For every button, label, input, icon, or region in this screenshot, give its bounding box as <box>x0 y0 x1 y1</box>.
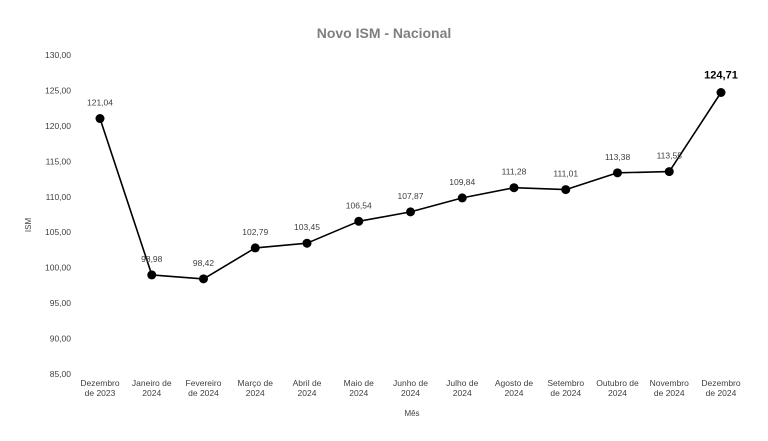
y-tick-label: 120,00 <box>45 121 71 131</box>
data-label: 98,42 <box>193 258 215 268</box>
data-label: 107,87 <box>398 191 424 201</box>
data-point <box>716 88 726 98</box>
data-point <box>250 243 260 253</box>
y-tick-label: 100,00 <box>45 263 71 273</box>
series-line <box>99 92 722 280</box>
x-tick-label: Dezembro de 2023 <box>80 378 119 398</box>
data-point <box>95 114 105 124</box>
data-label: 102,79 <box>242 227 268 237</box>
y-tick-label: 85,00 <box>50 369 72 379</box>
y-axis-ticks: 85,00 90,00 95,00 100,00 105,00 110,00 115,00 1… <box>45 50 71 379</box>
data-label: 98,98 <box>141 254 163 264</box>
data-point <box>199 274 208 284</box>
data-point <box>406 207 415 217</box>
x-tick-label: Novembro de 2024 <box>650 378 689 398</box>
data-label: 121,04 <box>87 98 113 108</box>
data-points <box>95 88 726 284</box>
data-point <box>354 216 364 226</box>
x-axis-ticks: Dezembro de 2023 Janeiro de 2024 Fevereiro de… <box>80 378 740 398</box>
x-tick-label: Outubro de 2024 <box>596 378 639 398</box>
data-point <box>509 183 519 193</box>
y-axis-title: ISM <box>24 218 33 233</box>
x-tick-label: Setembro de 2024 <box>547 378 584 398</box>
x-axis-title: Mês <box>404 409 419 418</box>
chart-title: Novo ISM - Nacional <box>317 25 452 41</box>
y-tick-label: 90,00 <box>50 334 72 344</box>
y-tick-label: 125,00 <box>45 85 71 95</box>
data-label: 109,84 <box>449 177 475 187</box>
y-tick-label: 115,00 <box>46 156 72 166</box>
data-label: 111,28 <box>502 167 527 177</box>
x-tick-label: Janeiro de 2024 <box>132 378 172 398</box>
data-point <box>613 168 622 178</box>
data-label: 113,55 <box>657 151 683 161</box>
data-label: 113,38 <box>605 152 631 162</box>
x-tick-label: Junho de 2024 <box>393 378 428 398</box>
data-label: 111,01 <box>553 169 578 179</box>
data-point <box>457 193 467 203</box>
x-tick-label: Março de 2024 <box>238 378 274 398</box>
y-tick-label: 95,00 <box>50 298 72 308</box>
x-tick-label: Fevereiro de 2024 <box>186 378 222 398</box>
y-tick-label: 105,00 <box>45 227 71 237</box>
data-label: 103,45 <box>294 222 320 232</box>
y-tick-label: 110,00 <box>46 192 72 202</box>
data-label: 124,71 <box>704 70 738 82</box>
data-point <box>302 238 312 248</box>
data-label: 106,54 <box>346 200 372 210</box>
x-tick-label: Abril de 2024 <box>293 378 322 398</box>
x-tick-label: Dezembro de 2024 <box>701 378 740 398</box>
data-point <box>147 270 157 280</box>
x-tick-label: Julho de 2024 <box>446 378 478 398</box>
data-point <box>664 167 674 177</box>
data-labels: 121,04 98,98 98,42 102,79 103,45 106,54 107,87… <box>87 70 738 268</box>
x-tick-label: Maio de 2024 <box>344 378 375 398</box>
y-tick-label: 130,00 <box>45 50 71 60</box>
x-tick-label: Agosto de 2024 <box>495 378 534 398</box>
data-point <box>561 185 571 195</box>
